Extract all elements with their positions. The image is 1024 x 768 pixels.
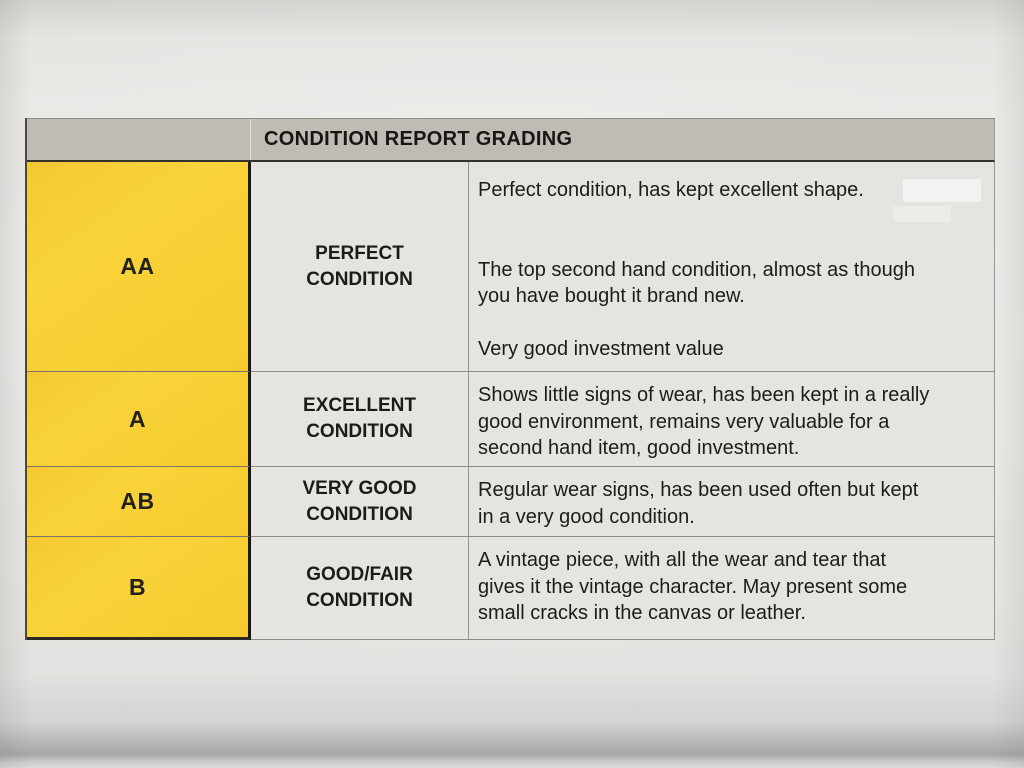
correction-tape-patch [893,206,951,222]
table-header-row: CONDITION REPORT GRADING [27,118,995,162]
table-row-aa: AA PERFECT CONDITION Perfect condition, … [27,162,995,371]
grade-cell-ab: AB [27,466,251,536]
condition-label-b: GOOD/FAIR CONDITION [251,536,469,640]
table-row-a: A EXCELLENT CONDITION Shows little signs… [27,371,995,466]
condition-label-ab: VERY GOOD CONDITION [251,466,469,536]
grade-cell-aa: AA [27,162,251,371]
condition-label-a: EXCELLENT CONDITION [251,371,469,466]
condition-description-b: A vintage piece, with all the wear and t… [469,536,995,640]
grade-cell-a: A [27,371,251,466]
condition-grading-table: CONDITION REPORT GRADING AA PERFECT COND… [25,118,995,640]
table-title: CONDITION REPORT GRADING [264,128,573,150]
correction-tape-patch [903,179,981,202]
condition-label-aa: PERFECT CONDITION [251,162,469,371]
header-grade-column-spacer [27,119,251,160]
table-row-b: B GOOD/FAIR CONDITION A vintage piece, w… [27,536,995,640]
grade-cell-b: B [27,536,251,640]
condition-description-ab: Regular wear signs, has been used often … [469,466,995,536]
condition-description-a: Shows little signs of wear, has been kep… [469,371,995,466]
table-row-ab: AB VERY GOOD CONDITION Regular wear sign… [27,466,995,536]
